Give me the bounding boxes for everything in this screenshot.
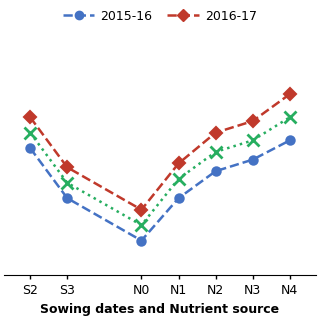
2015-16 bbox=[251, 158, 255, 162]
Pooled bbox=[288, 115, 292, 119]
2016-17 bbox=[251, 119, 255, 123]
Pooled bbox=[251, 139, 255, 142]
2015-16 bbox=[140, 239, 143, 243]
2015-16 bbox=[214, 169, 218, 173]
Line: Pooled: Pooled bbox=[25, 112, 295, 231]
2016-17 bbox=[214, 131, 218, 134]
Pooled bbox=[65, 181, 69, 185]
Pooled bbox=[177, 177, 180, 181]
2016-17 bbox=[140, 208, 143, 212]
Line: 2015-16: 2015-16 bbox=[26, 136, 294, 245]
Legend: 2015-16, 2016-17: 2015-16, 2016-17 bbox=[58, 5, 262, 28]
Pooled bbox=[140, 223, 143, 227]
Pooled bbox=[28, 131, 32, 134]
2016-17 bbox=[65, 165, 69, 169]
X-axis label: Sowing dates and Nutrient source: Sowing dates and Nutrient source bbox=[40, 303, 280, 316]
2016-17 bbox=[288, 92, 292, 96]
2015-16 bbox=[28, 146, 32, 150]
2016-17 bbox=[28, 115, 32, 119]
2015-16 bbox=[288, 139, 292, 142]
Pooled bbox=[214, 150, 218, 154]
Line: 2016-17: 2016-17 bbox=[26, 90, 294, 214]
2015-16 bbox=[65, 196, 69, 200]
2016-17 bbox=[177, 162, 180, 165]
2015-16 bbox=[177, 196, 180, 200]
